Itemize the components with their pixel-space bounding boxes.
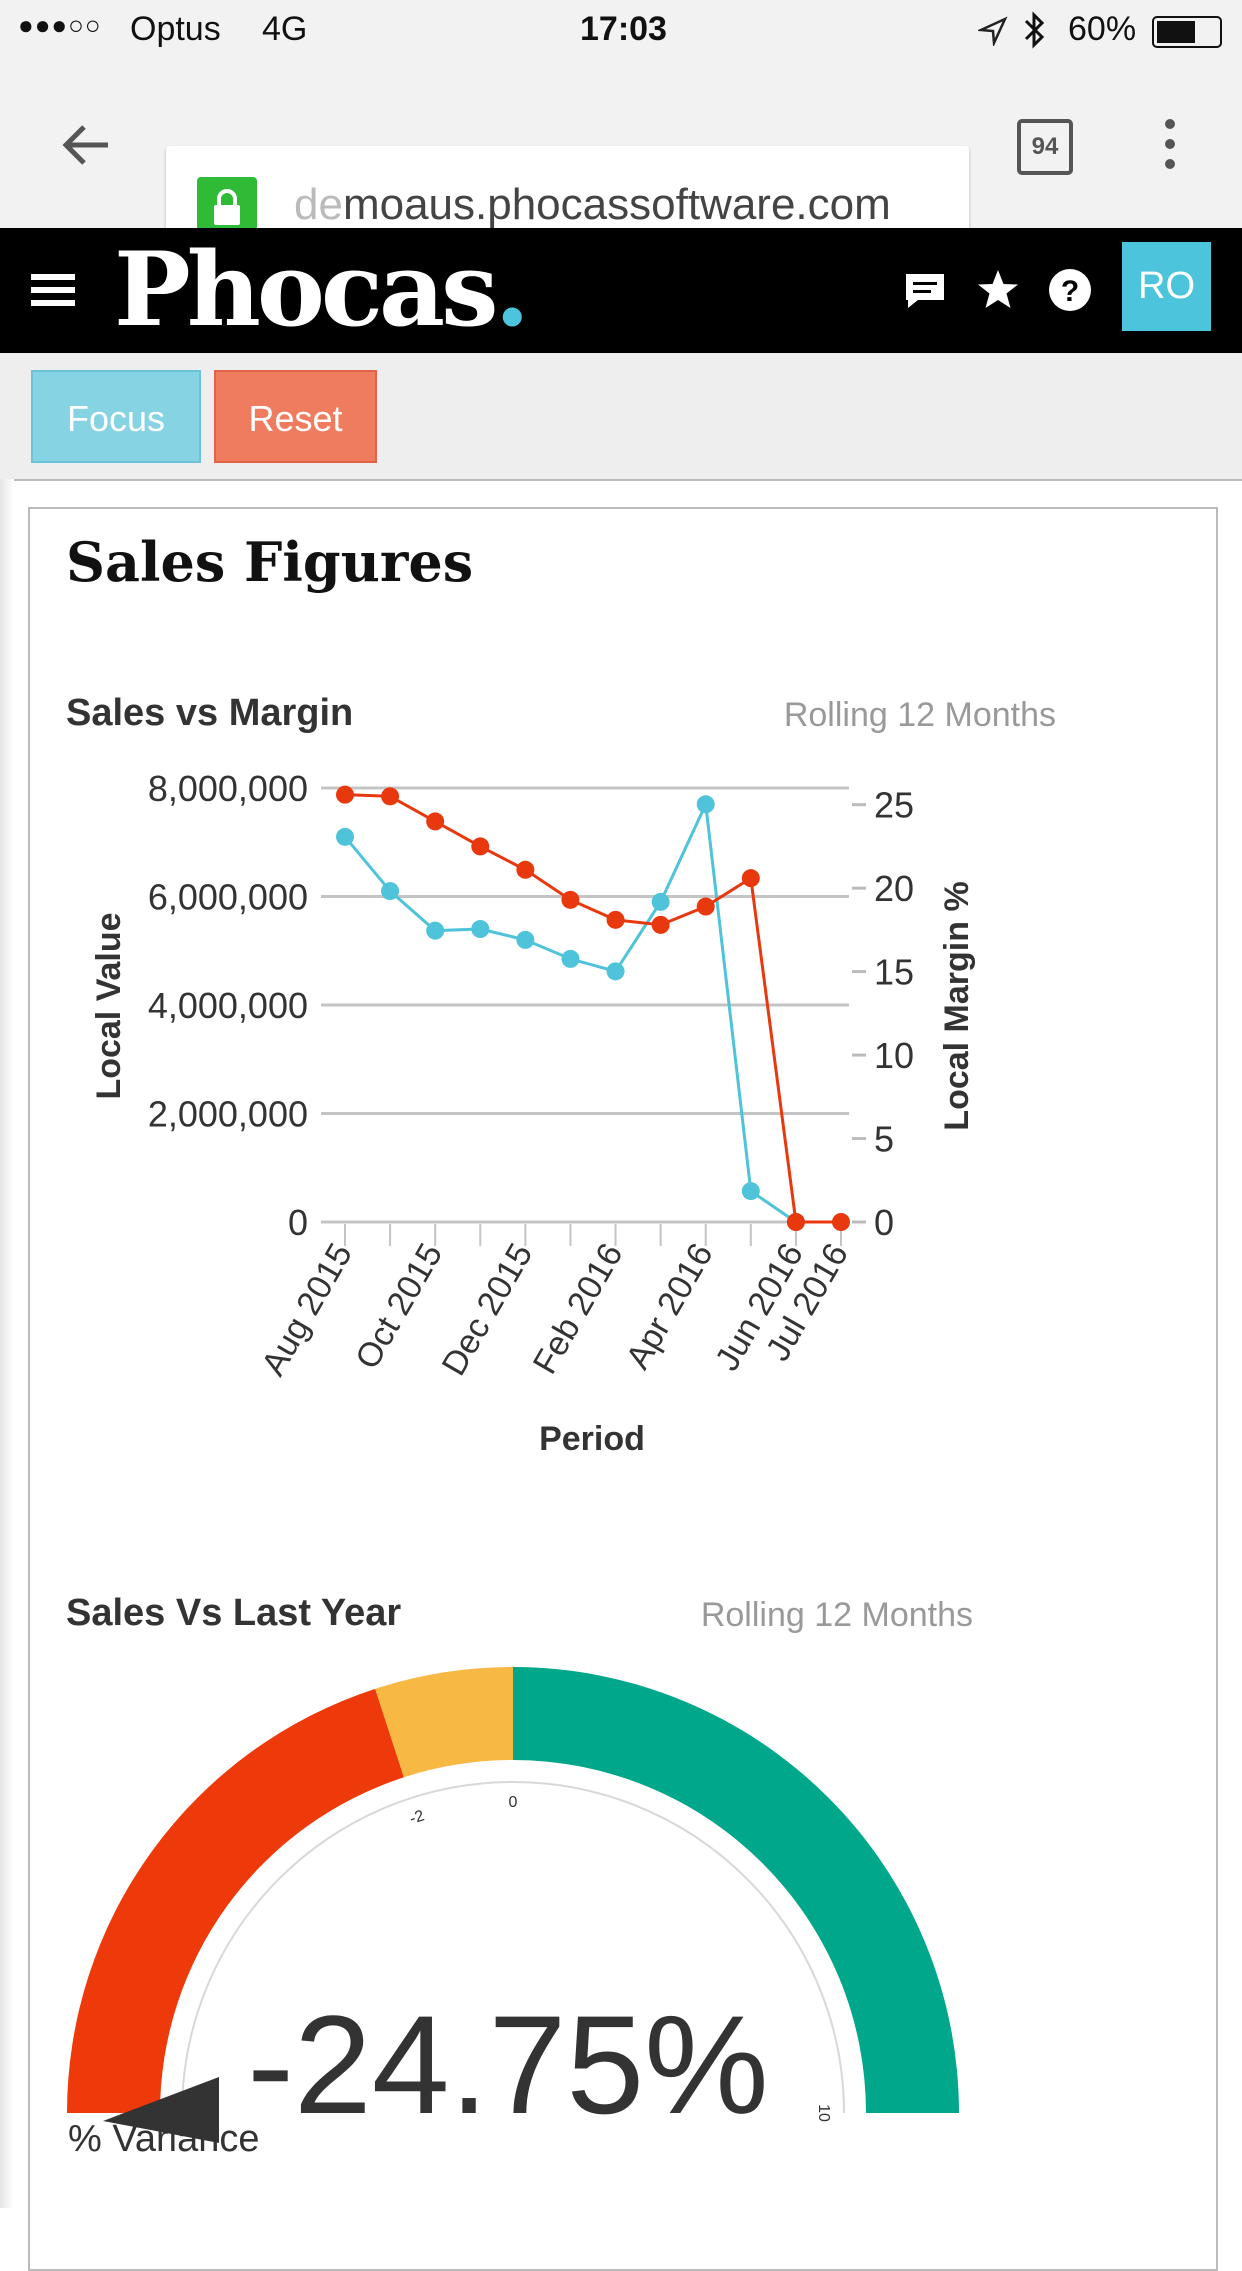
gauge-tick-label: 0 [509,1794,518,1811]
x-tick-label: Apr 2016 [619,1237,721,1376]
chart-title: Sales vs Margin [66,692,354,734]
chart-subtitle: Rolling 12 Months [783,696,1056,734]
phocas-logo[interactable]: Phocas. [114,230,530,350]
data-point-right [832,1213,850,1231]
data-point-right [471,837,490,856]
url-field[interactable]: demoaus.phocassoftware.com [166,146,969,266]
data-point-right [381,787,400,806]
data-point-left [426,921,445,940]
focus-button[interactable]: Focus [31,370,201,463]
y2-tick-label: 0 [874,1202,894,1243]
lock-icon [197,177,257,237]
url-text: demoaus.phocassoftware.com [294,180,891,230]
y2-tick-label: 10 [874,1035,914,1076]
y2-axis-title: Local Margin % [938,881,976,1130]
more-vert-icon[interactable] [1155,114,1185,174]
url-faded-part: de [294,180,343,229]
avatar[interactable]: RO [1122,242,1211,331]
y2-tick-label: 15 [874,952,914,993]
y2-tick-label: 20 [874,868,914,909]
x-tick-label: Dec 2015 [435,1237,541,1382]
x-tick-label: Oct 2015 [348,1237,450,1375]
data-point-left [741,1182,760,1201]
y2-tick-label: 5 [874,1119,894,1160]
data-point-right [426,812,445,831]
gauge-band [375,1667,513,1778]
sales-vs-margin-chart: 0 2,000,000 4,000,000 6,000,000 8,000,000 0 5 1… [90,768,976,1458]
data-point-right [336,785,354,804]
tabs-icon[interactable]: 94 [1017,119,1073,175]
x-axis-title: Period [539,1420,645,1458]
data-point-left [696,795,715,814]
reset-button[interactable]: Reset [214,370,377,463]
browser-toolbar: demoaus.phocassoftware.com 94 [0,62,1242,266]
data-point-right [516,860,535,879]
help-icon[interactable]: ? [1048,268,1092,312]
data-point-right [651,915,670,934]
data-point-left [561,949,580,968]
battery-percent: 60% [1068,10,1137,48]
data-point-right [606,910,625,929]
location-icon [978,16,1008,46]
data-point-left [606,962,625,981]
y2-tick-label: 25 [874,785,914,826]
data-point-left [651,892,670,911]
back-arrow-icon[interactable] [58,117,114,173]
sales-figures-card [28,507,1218,2271]
page-edge-shadow [0,479,14,2208]
y-tick-label: 0 [288,1202,308,1243]
chat-icon[interactable] [902,270,948,312]
y-tick-label: 8,000,000 [148,768,308,809]
y-tick-label: 2,000,000 [148,1094,308,1135]
star-icon[interactable] [976,268,1020,312]
data-point-right [786,1213,805,1231]
svg-text:?: ? [1061,275,1079,308]
hamburger-icon[interactable] [31,272,77,308]
gauge-value: -24.75% [247,1986,768,2143]
gauge-inner-arc [181,1781,845,2114]
data-point-right [696,897,715,916]
y-tick-label: 4,000,000 [148,985,308,1026]
app-header: Phocas. ? RO [0,228,1242,353]
battery-icon [1152,16,1222,48]
data-point-left [381,882,400,901]
clock: 17:03 [580,10,667,48]
series-line-right [344,793,841,1224]
gauge-band [513,1667,959,2113]
data-point-right [741,869,760,888]
data-point-right [561,890,580,909]
card-title: Sales Figures [66,530,474,594]
series-line-left [343,798,797,1224]
carrier: Optus [130,10,221,48]
x-tick-label: Feb 2016 [526,1237,631,1380]
url-domain: moaus.phocassoftware.com [342,180,891,229]
status-bar: ●●●○○ Optus 4G 17:03 60% [0,0,1242,62]
y-tick-label: 6,000,000 [148,877,308,918]
x-tick-label: Aug 2015 [254,1237,360,1382]
gauge-tick-label: 10 [815,2104,832,2122]
signal-strength: ●●●○○ [18,10,102,40]
network-type: 4G [262,10,308,48]
gauge-title: Sales Vs Last Year [66,1592,402,1634]
data-point-left [336,827,354,846]
bluetooth-icon [1024,11,1045,49]
gauge-needle [103,2077,219,2143]
gauge-band [67,1688,404,2113]
gauge-tick-label: -2 [408,1807,427,1828]
data-point-left [471,920,490,939]
data-point-left [516,930,535,949]
gauge-subtitle: Rolling 12 Months [700,1596,973,1634]
toolbar: Focus Reset [0,353,1242,481]
y-axis-title: Local Value [90,912,128,1099]
